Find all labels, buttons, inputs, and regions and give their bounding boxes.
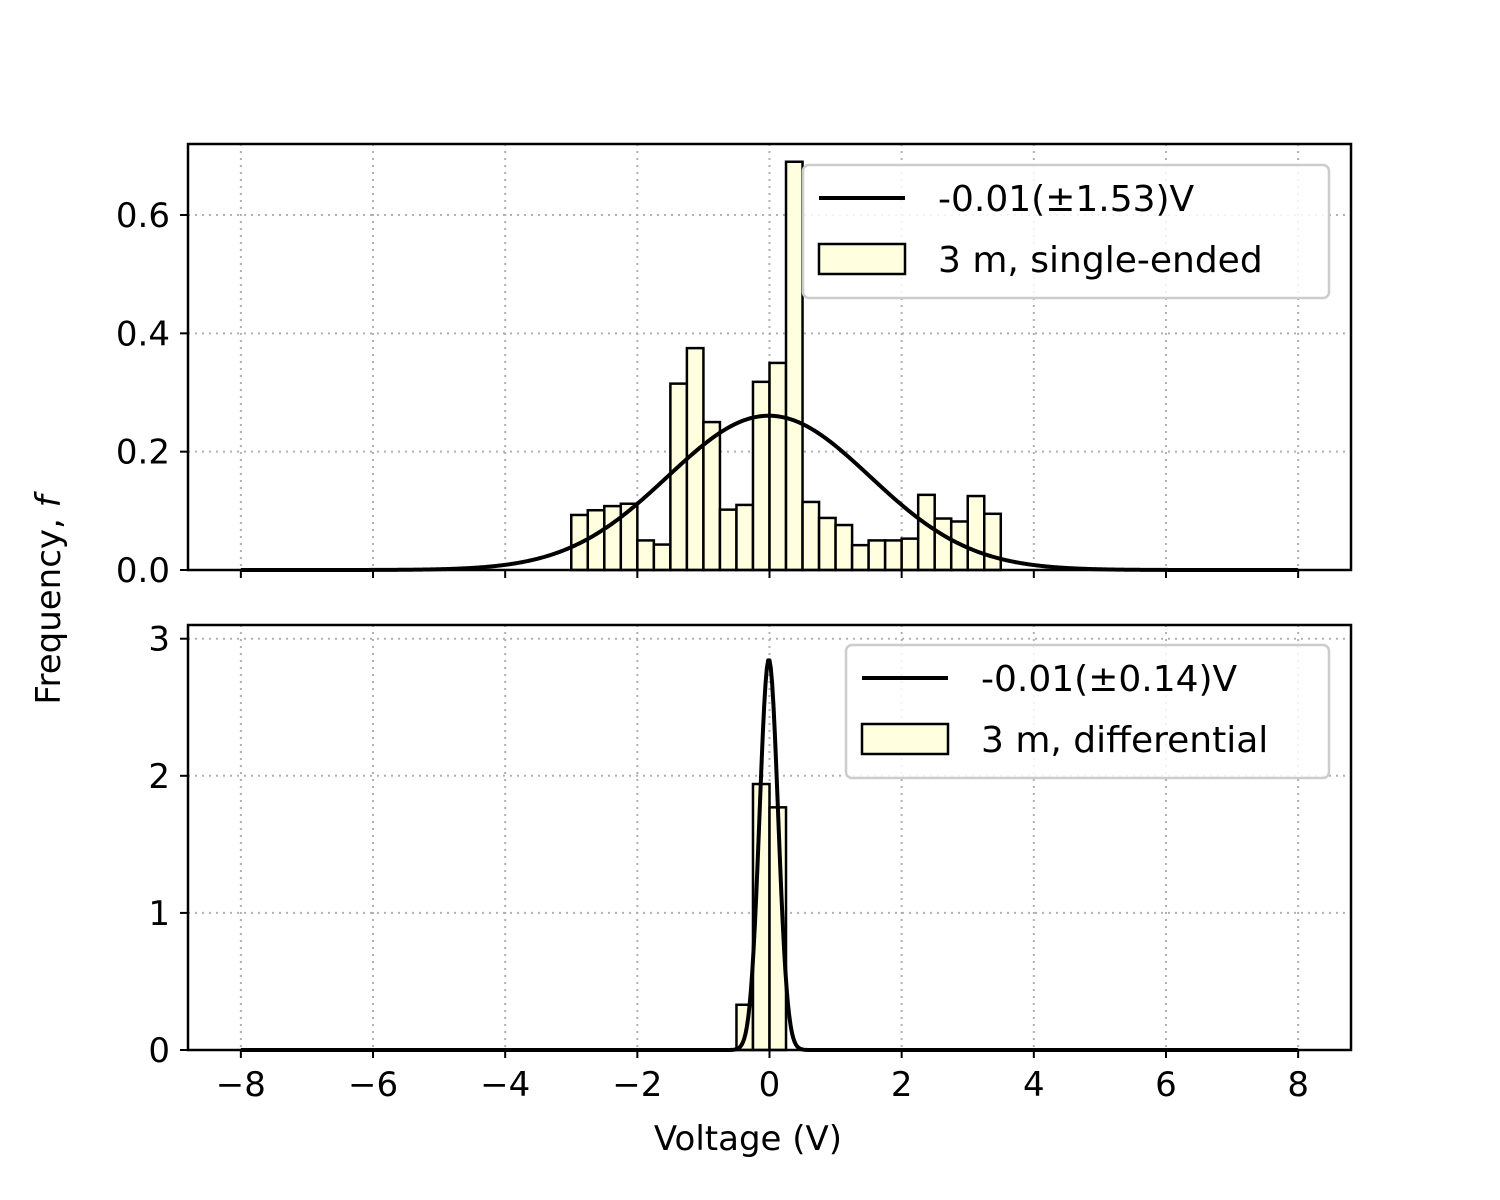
histogram-bar	[850, 543, 870, 572]
legend-box	[801, 163, 1331, 300]
legend-label-hist: 3 m, single-ended	[938, 240, 1263, 281]
legend-label-hist: 3 m, differential	[981, 720, 1268, 761]
y-tick-label: 3	[148, 620, 170, 660]
histogram-bar	[966, 494, 986, 572]
top-panel: 0.0 0.2 0.4 0.6 -0.01(±1.53)V 3 m, single-end…	[116, 142, 1353, 591]
y-axis-label-text: Frequency,	[29, 507, 69, 704]
histogram-bar	[933, 517, 953, 572]
x-tick-label: 2	[891, 1065, 913, 1105]
histogram-bar	[735, 503, 755, 572]
x-tick-label: −4	[480, 1065, 530, 1105]
y-axis-label-symbol: f	[29, 490, 69, 507]
histogram-bar	[916, 493, 936, 572]
legend-label-fit: -0.01(±0.14)V	[981, 659, 1238, 700]
y-tick-label: 0.2	[116, 433, 170, 473]
x-tick-label: 0	[759, 1065, 781, 1105]
legend-label-fit: -0.01(±1.53)V	[938, 179, 1195, 220]
histogram-bar	[834, 523, 854, 572]
y-axis-label: Frequency, f	[29, 490, 69, 704]
histogram-bar	[652, 543, 672, 572]
y-tick-label: 0	[148, 1031, 170, 1071]
x-tick-label: −2	[612, 1065, 662, 1105]
histogram-bar	[784, 160, 804, 572]
histogram-bar	[883, 539, 903, 572]
histogram-bar	[636, 539, 656, 572]
x-axis-label: Voltage (V)	[654, 1119, 842, 1159]
histogram-bar	[801, 500, 821, 572]
histogram-bar	[768, 361, 788, 572]
histogram-bar	[603, 504, 623, 572]
histogram-bar	[817, 516, 837, 572]
histogram-bar	[983, 512, 1003, 572]
histogram-bar	[718, 508, 738, 572]
legend: -0.01(±1.53)V 3 m, single-ended	[801, 163, 1331, 300]
y-tick-label: 0.0	[116, 551, 170, 591]
legend-bar-swatch	[817, 242, 907, 276]
y-tick-label: 1	[148, 894, 170, 934]
y-tick-label: 0.6	[116, 196, 170, 236]
x-tick-label: 8	[1287, 1065, 1309, 1105]
legend-box	[844, 643, 1331, 780]
histogram-bar	[751, 380, 771, 572]
x-tick-label: 6	[1155, 1065, 1177, 1105]
legend-bar-swatch	[860, 722, 950, 756]
legend: -0.01(±0.14)V 3 m, differential	[844, 643, 1331, 780]
histogram-bar	[669, 382, 689, 572]
histogram-bar	[900, 537, 920, 572]
x-tick-label: −8	[216, 1065, 266, 1105]
bottom-panel: −8 −6 −4 −2 0 2 4 6 8 0 1 2 3 -0.01(±0.14)V 3 m, diffe…	[148, 620, 1353, 1105]
histogram-bar	[586, 508, 606, 572]
x-tick-label: 4	[1023, 1065, 1045, 1105]
y-tick-label: 2	[148, 757, 170, 797]
x-tick-label: −6	[348, 1065, 398, 1105]
y-tick-label: 0.4	[116, 314, 170, 354]
histogram-bar	[867, 539, 887, 572]
